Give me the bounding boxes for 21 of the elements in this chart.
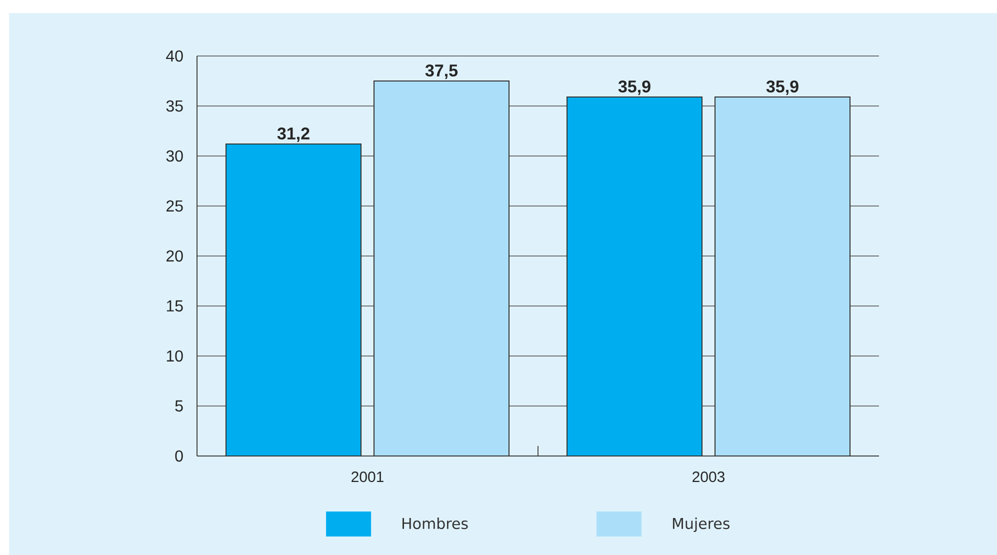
y-tick-label: 10: [166, 350, 183, 362]
legend-label: Mujeres: [672, 518, 730, 532]
y-tick-label: 0: [175, 450, 183, 462]
bar: [714, 96, 851, 456]
data-label: 37,5: [425, 64, 458, 79]
y-tick-label: 20: [166, 250, 183, 262]
data-label: 31,2: [277, 127, 310, 142]
y-tick-label: 5: [175, 400, 183, 412]
data-label: 35,9: [766, 80, 798, 95]
legend-label: Hombres: [402, 518, 468, 530]
bar: [226, 143, 362, 456]
y-tick-label: 35: [166, 100, 183, 112]
bar: [374, 80, 510, 456]
x-tick-label: 2001: [352, 472, 384, 482]
bar: [566, 96, 703, 456]
y-tick-label: 15: [166, 300, 183, 312]
y-tick-label: 30: [166, 150, 183, 162]
y-tick-label: 25: [166, 200, 183, 212]
y-tick-label: 40: [166, 50, 183, 62]
x-tick-label: 2003: [692, 472, 725, 482]
data-label: 35,9: [618, 80, 650, 95]
